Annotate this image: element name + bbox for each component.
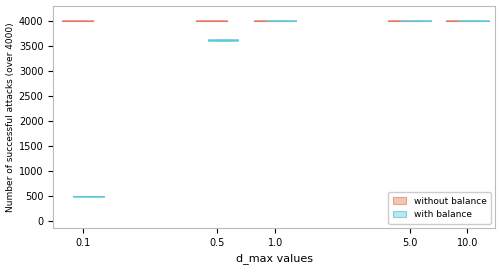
Bar (73, 196, 104, 197)
X-axis label: d_max values: d_max values (236, 254, 313, 264)
Bar (208, 39, 238, 40)
Legend: without balance, with balance: without balance, with balance (388, 192, 491, 224)
Y-axis label: Number of successful attacks (over 4000): Number of successful attacks (over 4000) (6, 22, 15, 212)
